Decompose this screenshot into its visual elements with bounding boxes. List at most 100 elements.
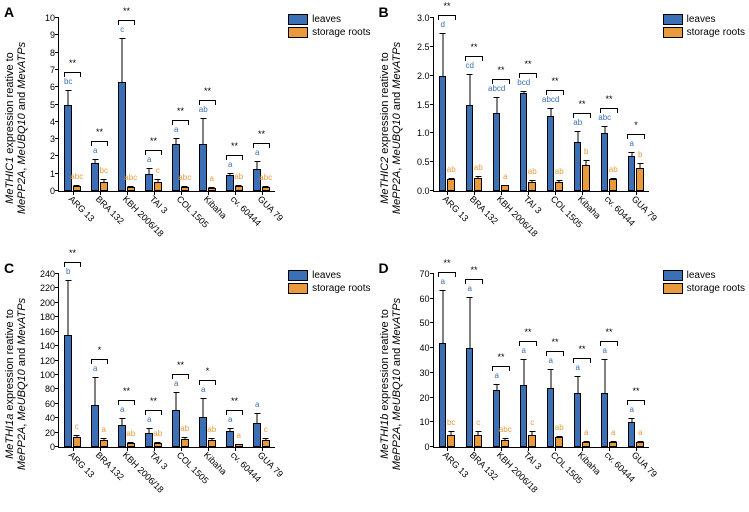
panel-label: A: [4, 4, 14, 20]
error-bar: [103, 179, 104, 182]
bar-roots: abc: [127, 187, 135, 191]
y-tick-label: 100: [40, 370, 59, 380]
bar-leaves: a: [145, 433, 153, 447]
sig-letter: a: [602, 346, 606, 355]
bar-group: aa: [573, 393, 590, 447]
bar-leaves: a: [91, 405, 99, 447]
error-bar: [238, 444, 239, 445]
legend-leaves: leaves: [288, 14, 370, 25]
x-tick-label: TAI 3: [147, 450, 169, 472]
x-tick-label: TAI 3: [522, 450, 544, 472]
sig-letter: abcd: [488, 84, 505, 93]
error-bar: [604, 126, 605, 135]
legend-swatch-roots: [288, 283, 308, 294]
bar-group: dab: [438, 76, 455, 191]
sig-letter: ab: [180, 424, 189, 433]
x-tick-label: BRA 132: [93, 194, 125, 226]
y-tick-label: 160: [40, 327, 59, 337]
y-tick-label: 20: [419, 393, 433, 403]
sig-letter: ab: [555, 167, 564, 176]
bar-roots: a: [501, 185, 509, 191]
significance-marker: **: [546, 78, 563, 93]
significance-marker: **: [465, 44, 482, 59]
bar-group: abc: [91, 163, 108, 191]
sig-letter: a: [147, 155, 151, 164]
bar-group: abb: [573, 142, 590, 191]
y-tick-label: 30: [419, 368, 433, 378]
bar-group: aa: [91, 405, 108, 447]
sig-letter: ab: [207, 425, 216, 434]
significance-marker: **: [91, 129, 108, 144]
bar-group: aabc: [172, 144, 189, 191]
bar-group: ac: [253, 423, 270, 448]
sig-letter: abc: [598, 113, 611, 122]
bar-leaves: a: [91, 163, 99, 191]
error-bar: [149, 168, 150, 175]
x-tick-label: BRA 132: [93, 450, 125, 482]
sig-letter: bc: [64, 77, 72, 86]
legend-roots: storage roots: [288, 283, 370, 294]
bar-group: aab: [199, 417, 216, 447]
error-bar: [230, 428, 231, 432]
bar-leaves: abcd: [547, 116, 555, 191]
y-tick-label: 8: [50, 48, 59, 58]
bar-roots: a: [582, 442, 590, 447]
legend: leaves storage roots: [288, 270, 370, 296]
bar-roots: c: [262, 440, 270, 447]
sig-letter: bcd: [517, 78, 530, 87]
significance-marker: **: [145, 398, 162, 413]
error-bar: [631, 152, 632, 158]
bar-roots: bc: [447, 435, 455, 447]
y-tick-label: 7: [50, 65, 59, 75]
x-tick-label: ARG 13: [441, 450, 471, 480]
sig-letter: ab: [447, 165, 456, 174]
error-bar: [149, 428, 150, 434]
error-bar: [157, 442, 158, 444]
y-tick-label: 1: [50, 169, 59, 179]
significance-marker: **: [573, 346, 590, 361]
sig-letter: ab: [153, 429, 162, 438]
significance-marker: **: [600, 329, 617, 344]
significance-marker: **: [627, 388, 644, 403]
bar-group: abcab: [600, 133, 617, 191]
error-bar: [230, 173, 231, 176]
error-bar: [559, 436, 560, 438]
y-tick-label: 20: [45, 428, 59, 438]
sig-letter: a: [494, 371, 498, 380]
y-tick-label: 2.0: [417, 71, 434, 81]
bar-roots: a: [609, 442, 617, 447]
error-bar: [130, 442, 131, 444]
panel-C: CMeTHI1a expression reative toMePP2A, Me…: [0, 256, 375, 512]
error-bar: [586, 160, 587, 166]
y-tick-label: 2: [50, 151, 59, 161]
bar-roots: ab: [235, 186, 243, 191]
legend-label-roots: storage roots: [687, 27, 745, 38]
legend-swatch-leaves: [288, 14, 308, 25]
panel-B: BMeTHIC2 expression reative toMePP2A, Me…: [375, 0, 749, 256]
legend-swatch-leaves: [288, 270, 308, 281]
significance-marker: **: [118, 8, 135, 23]
legend-label-roots: storage roots: [687, 283, 745, 294]
legend: leavesstorage roots: [663, 14, 745, 40]
significance-marker: *: [199, 368, 216, 383]
bar-leaves: a: [145, 174, 153, 191]
sig-letter: abc: [259, 173, 272, 182]
legend-leaves: leaves: [288, 270, 370, 281]
significance-marker: **: [519, 61, 536, 76]
sig-letter: c: [120, 25, 124, 34]
bar-group: cdab: [465, 105, 482, 192]
bar-roots: c: [73, 437, 81, 447]
y-tick-label: 1.0: [417, 128, 434, 138]
bar-group: abcdab: [546, 116, 563, 191]
bar-group: bcdab: [519, 93, 536, 191]
panel-A: AMeTHIC1 expression reative toMePP2A, Me…: [0, 0, 375, 256]
y-tick-label: 60: [45, 399, 59, 409]
bar-roots: c: [154, 182, 162, 192]
error-bar: [478, 431, 479, 436]
significance-marker: **: [172, 108, 189, 123]
significance-marker: **: [492, 354, 509, 369]
bar-leaves: a: [574, 393, 582, 447]
y-tick-label: 1.5: [417, 100, 434, 110]
y-tick-label: 0: [50, 186, 59, 196]
sig-letter: a: [93, 364, 97, 373]
